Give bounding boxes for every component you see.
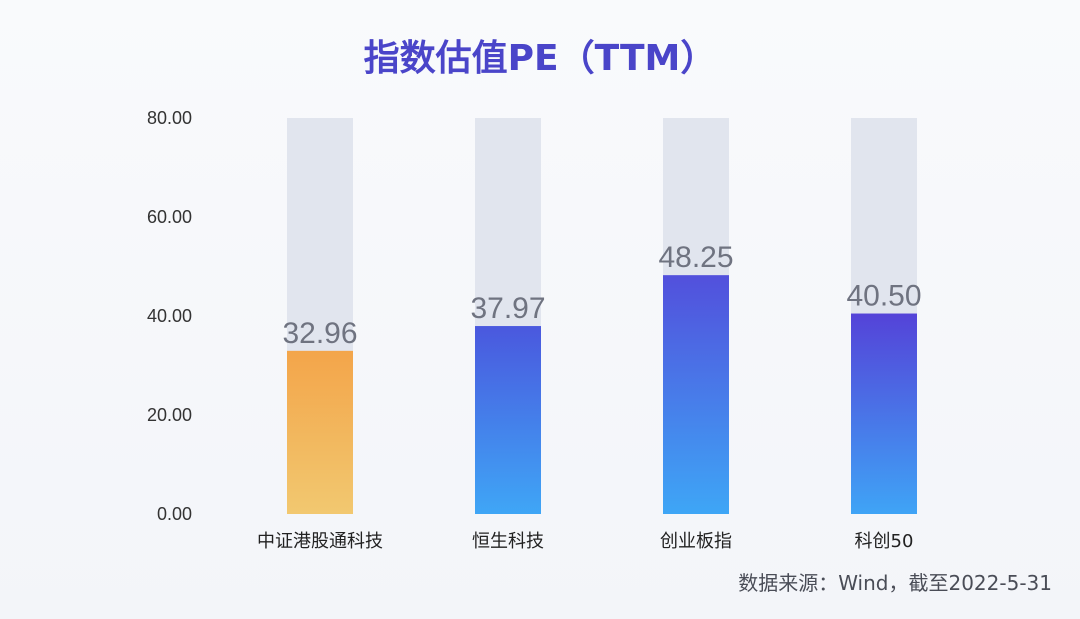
category-label: 恒生科技: [472, 531, 544, 552]
bar: [287, 350, 353, 514]
category-label: 科创50: [855, 531, 914, 552]
bar: [851, 313, 917, 514]
x-axis: 中证港股通科技 恒生科技 创业板指 科创50: [257, 531, 913, 552]
bar-value-label: 40.50: [846, 280, 921, 313]
bar-value-label: 37.97: [470, 292, 545, 325]
bars: 32.96 37.97 48.25 40.50: [282, 118, 922, 514]
bar: [663, 275, 729, 514]
bar-value-label: 48.25: [658, 241, 733, 274]
chart-title: 指数估值PE（TTM）: [364, 38, 717, 79]
y-tick-label: 60.00: [147, 207, 192, 227]
y-tick-label: 40.00: [147, 306, 192, 326]
y-axis: 0.00 20.00 40.00 60.00 80.00: [147, 108, 192, 524]
y-tick-label: 0.00: [157, 504, 192, 524]
source-note: 数据来源：Wind，截至2022-5-31: [738, 571, 1052, 595]
y-tick-label: 20.00: [147, 405, 192, 425]
bar: [475, 326, 541, 514]
category-label: 创业板指: [660, 531, 732, 552]
category-label: 中证港股通科技: [257, 531, 383, 552]
y-tick-label: 80.00: [147, 108, 192, 128]
bar-value-label: 32.96: [282, 317, 357, 350]
